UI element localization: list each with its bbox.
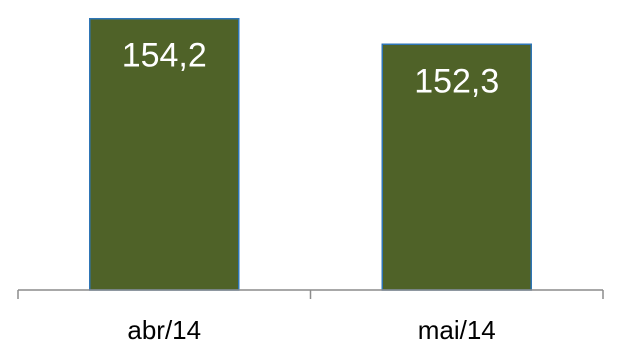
bar-data-label: 152,3 [414,62,499,100]
data-labels-group: 154,2 152,3 [122,37,500,101]
x-tick-label: abr/14 [127,315,201,345]
x-ticks-group [17,290,604,299]
bar-abr-14 [89,17,240,291]
x-tick-labels-group: abr/14 mai/14 [127,315,495,345]
bar-data-label: 154,2 [122,37,207,75]
x-tick-label: mai/14 [418,315,496,345]
bars-group [89,17,532,291]
bar-mai-14 [381,43,532,291]
